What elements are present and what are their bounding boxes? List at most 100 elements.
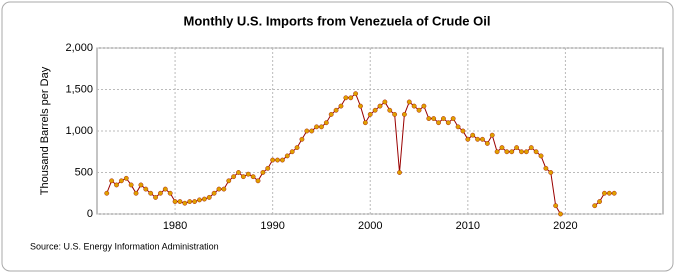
data-point [436,120,441,126]
frame [1,1,674,272]
data-point [187,199,193,204]
data-point [284,153,290,159]
y-tick-label: 1,500 [65,83,93,95]
data-point [470,132,476,138]
data-point [304,128,310,134]
data-point [148,190,154,196]
data-point [167,190,173,196]
data-point [528,145,534,151]
data-point [275,157,280,163]
y-tick-label: 0 [87,208,93,220]
data-point [333,107,339,113]
data-point [455,124,461,130]
data-point [514,145,520,151]
data-point [182,200,188,206]
y-axis-label: Thousand Barrels per Day [39,66,51,195]
data-point [353,91,359,97]
source: Source: U.S. Energy Information Administ… [30,241,219,251]
x-tick-label: 2020 [553,220,577,232]
data-point [343,95,349,101]
data-point [153,194,158,200]
data-point [143,186,149,192]
data-point [401,112,407,117]
data-point [406,99,412,105]
data-point [480,136,485,142]
data-point [177,199,183,204]
data-point [519,149,524,155]
data-point [416,107,422,113]
data-point [328,112,334,117]
data-point [109,178,115,184]
data-point [245,171,251,177]
data-point [387,107,393,113]
data-point [367,112,373,117]
data-point [377,103,383,109]
data-point [611,190,617,196]
data-point [548,170,554,175]
data-point [465,136,471,142]
data-point [602,190,607,196]
data-point [192,199,197,204]
data-point [509,149,515,155]
data-point [411,103,417,109]
y-tick-label: 500 [75,166,93,178]
data-point [128,182,134,188]
data-point [299,136,305,142]
data-point [201,196,207,202]
data-point [314,124,319,130]
data-point [553,203,559,209]
data-point [250,174,256,180]
data-point [484,141,490,146]
chart-title: Monthly U.S. Imports from Venezuela of C… [184,13,491,28]
data-point [138,182,144,188]
data-point [358,103,363,109]
data-point [499,145,505,151]
data-point [445,120,451,126]
y-tick-label: 2,000 [65,42,93,54]
data-point [260,170,266,175]
data-point [543,165,549,171]
data-point [319,124,324,130]
data-point [270,157,276,163]
data-point [265,165,271,171]
data-point [289,149,295,155]
data-point [382,99,388,105]
data-point [133,190,139,196]
data-point [431,116,437,121]
data-point [104,190,110,196]
data-point [221,186,227,192]
data-point [421,103,427,109]
data-point [397,170,402,175]
data-point [392,112,398,117]
data-point [226,178,232,184]
data-point [441,116,446,121]
data-point [216,186,222,192]
data-point [348,95,354,101]
data-point [162,186,168,192]
data-point [211,190,217,196]
x-tick-label: 1990 [260,220,284,232]
data-point [240,174,246,180]
data-point [236,170,241,175]
data-point [523,149,529,155]
data-point [372,107,378,113]
data-point [114,182,119,188]
data-point [118,178,124,184]
data-point [592,203,598,209]
data-point [538,153,544,159]
data-point [309,128,315,134]
data-point [280,157,285,163]
data-point [338,103,344,109]
data-point [206,194,212,200]
data-point [489,132,495,138]
y-tick-label: 1,000 [65,125,93,137]
data-point [231,174,237,180]
data-point [475,136,480,142]
data-point [504,149,510,155]
data-point [255,178,261,184]
data-point [597,199,602,204]
x-tick-label: 2000 [358,220,382,232]
data-point [558,211,563,217]
data-point [158,190,163,196]
